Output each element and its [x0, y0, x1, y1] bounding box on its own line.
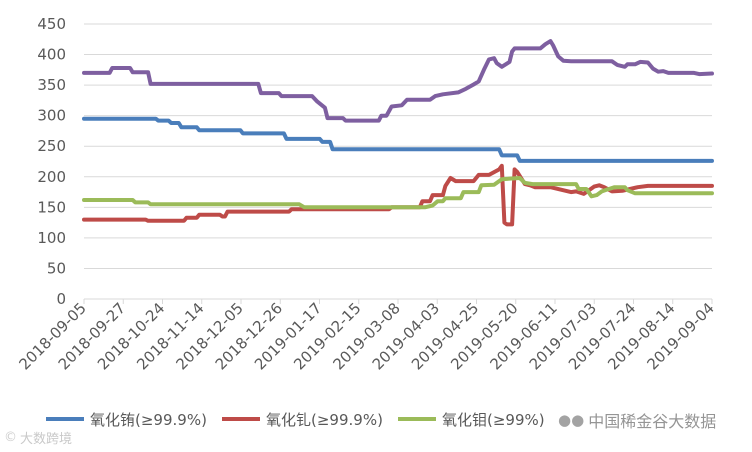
- x-tick-labels: 2018-09-052018-09-272018-10-242018-11-14…: [15, 299, 717, 373]
- watermark-bottom-left: © 大数跨境: [4, 428, 72, 447]
- watermark-top-right-text: 中国稀金谷大数据: [588, 412, 717, 431]
- y-tick-label: 150: [37, 198, 66, 216]
- y-tick-label: 50: [47, 259, 66, 277]
- legend-swatch-series-1: [46, 417, 84, 421]
- y-tick-label: 0: [56, 290, 66, 308]
- gridlines: [84, 23, 712, 269]
- legend-swatch-series-2: [222, 417, 260, 421]
- y-tick-label: 100: [37, 229, 66, 247]
- wechat-icon: ●●: [558, 411, 585, 429]
- legend-label-series-3: 氧化钼(≥99%): [442, 410, 545, 429]
- legend: 氧化铕(≥99.9%) 氧化钆(≥99.9%) 氧化钼(≥99%): [0, 404, 752, 434]
- y-tick-label: 350: [37, 76, 66, 94]
- axes: [83, 298, 713, 304]
- y-tick-labels: 0 50 100 150 200 250 300 350 400 450: [37, 15, 66, 308]
- watermark-top-right: ●● 中国稀金谷大数据: [558, 408, 716, 432]
- legend-item-series-2: 氧化钆(≥99.9%): [222, 404, 383, 434]
- y-tick-label: 250: [37, 137, 66, 155]
- y-tick-label: 400: [37, 46, 66, 64]
- series-line-3: [82, 176, 714, 210]
- y-tick-label: 200: [37, 168, 66, 186]
- legend-label-series-2: 氧化钆(≥99.9%): [266, 410, 383, 429]
- y-tick-label: 300: [37, 107, 66, 125]
- series-line-4: [82, 39, 714, 123]
- legend-item-series-1: 氧化铕(≥99.9%): [46, 404, 207, 434]
- legend-swatch-series-3: [398, 417, 436, 421]
- y-tick-label: 450: [37, 15, 66, 33]
- watermark-bottom-left-text: 大数跨境: [20, 432, 73, 447]
- legend-item-series-3: 氧化钼(≥99%): [398, 404, 545, 434]
- legend-label-series-1: 氧化铕(≥99.9%): [90, 410, 207, 429]
- series-line-1: [82, 116, 714, 163]
- series-line-2: [82, 163, 714, 227]
- copyright-icon: ©: [4, 430, 17, 445]
- series-lines: [82, 39, 714, 227]
